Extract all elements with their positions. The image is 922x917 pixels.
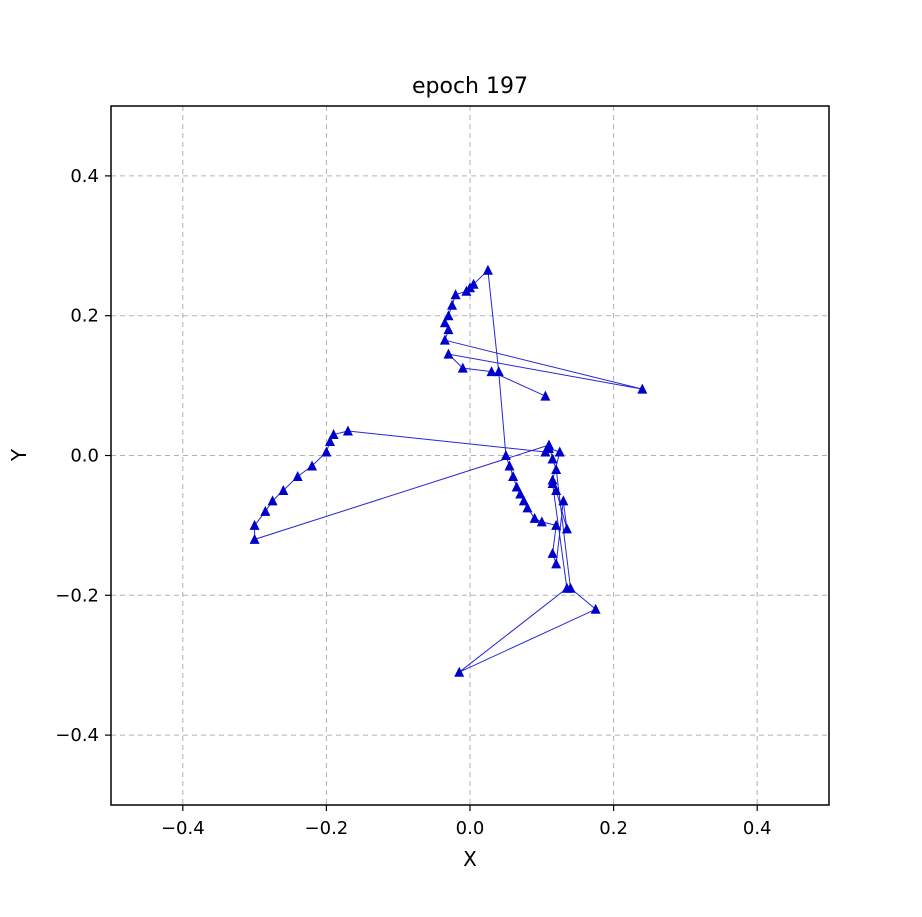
data-point xyxy=(278,484,289,495)
data-point xyxy=(321,446,332,457)
data-point xyxy=(547,453,558,464)
x-tick-label: −0.4 xyxy=(161,818,205,839)
data-point xyxy=(529,512,540,523)
data-point xyxy=(540,446,551,457)
series-group xyxy=(249,264,648,677)
data-point xyxy=(439,334,450,345)
data-point xyxy=(443,348,454,359)
data-point xyxy=(522,502,533,513)
data-point xyxy=(447,299,458,310)
data-point xyxy=(454,666,465,677)
y-tick-label: −0.4 xyxy=(55,725,99,746)
y-axis-label: Y xyxy=(7,448,31,462)
data-point xyxy=(443,324,454,335)
data-point xyxy=(540,390,551,401)
y-tick-label: 0.0 xyxy=(70,446,99,467)
data-point xyxy=(551,463,562,474)
x-tick-label: 0.2 xyxy=(599,818,628,839)
data-point xyxy=(543,439,554,450)
y-tick-label: −0.2 xyxy=(55,585,99,606)
data-point xyxy=(558,495,569,506)
data-point xyxy=(450,289,461,300)
x-axis-label: X xyxy=(463,847,477,871)
data-point xyxy=(515,488,526,499)
x-tick-label: −0.2 xyxy=(305,818,349,839)
data-point xyxy=(482,264,493,275)
y-tick-label: 0.4 xyxy=(70,166,99,187)
data-point xyxy=(328,429,339,440)
chart-title: epoch 197 xyxy=(412,74,528,99)
data-point xyxy=(504,460,515,471)
data-point xyxy=(637,383,648,394)
data-point xyxy=(561,582,572,593)
data-point xyxy=(457,362,468,373)
data-point xyxy=(590,603,601,614)
data-point xyxy=(554,446,565,457)
data-point xyxy=(518,495,529,506)
data-point xyxy=(468,278,479,289)
data-point xyxy=(536,516,547,527)
data-point xyxy=(500,450,511,460)
ticks: −0.4 −0.2 0.0 0.2 0.4 −0.4 −0.2 0.0 0.2 0.4 xyxy=(55,166,771,839)
data-point xyxy=(547,477,558,488)
data-point xyxy=(551,484,562,495)
data-point xyxy=(443,310,454,321)
data-point xyxy=(324,436,335,447)
data-point xyxy=(486,366,497,377)
x-tick-label: 0.4 xyxy=(743,818,772,839)
data-point xyxy=(551,519,562,530)
data-point xyxy=(547,547,558,558)
data-point xyxy=(508,470,519,481)
data-point xyxy=(249,519,260,530)
data-point xyxy=(561,523,572,534)
y-tick-label: 0.2 xyxy=(70,306,99,327)
data-point xyxy=(249,533,260,544)
data-point xyxy=(267,495,278,506)
data-point xyxy=(551,558,562,569)
data-point xyxy=(342,425,353,436)
data-point xyxy=(307,460,318,471)
data-point xyxy=(493,366,504,377)
grid xyxy=(111,106,829,805)
data-point xyxy=(439,317,450,328)
data-point xyxy=(260,505,271,516)
data-point xyxy=(292,470,303,481)
data-point xyxy=(511,481,522,492)
x-tick-label: 0.0 xyxy=(456,818,485,839)
